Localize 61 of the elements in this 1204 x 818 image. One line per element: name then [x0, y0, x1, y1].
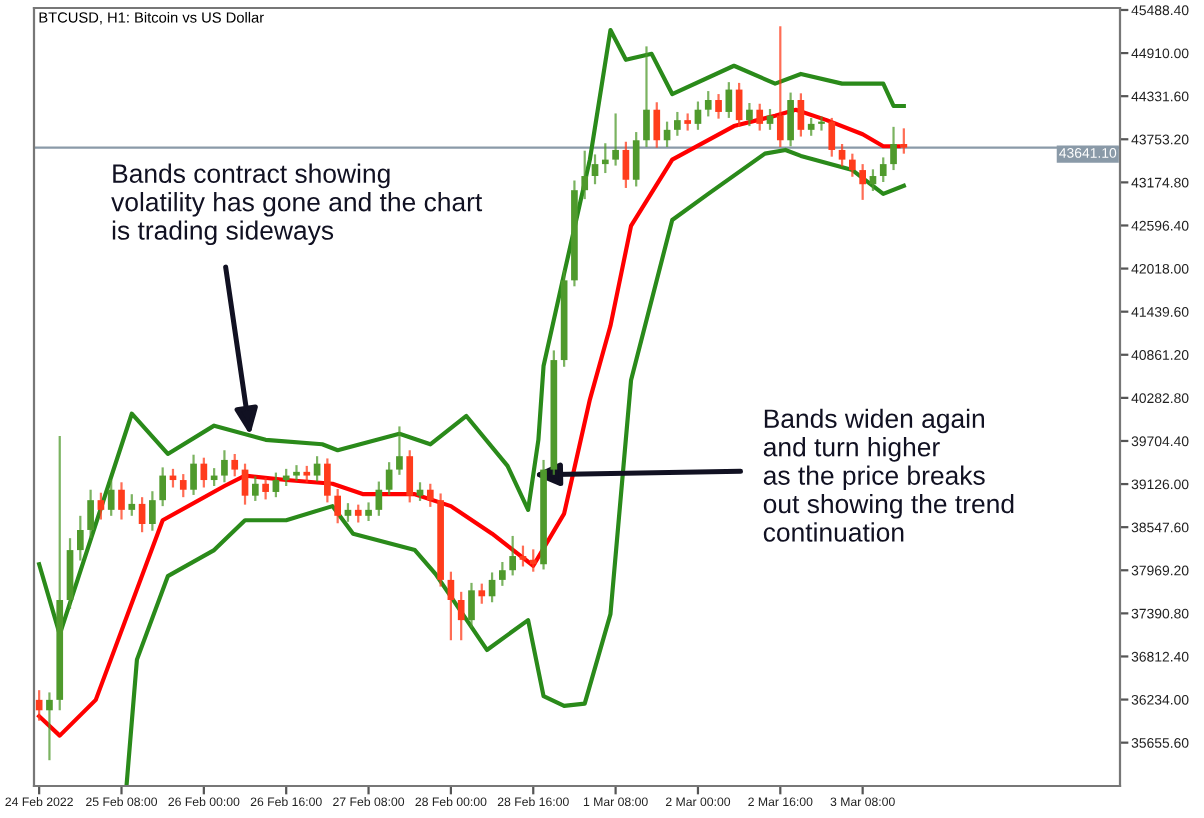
candlestick — [674, 110, 681, 137]
candlestick — [313, 455, 321, 483]
candlestick — [231, 452, 239, 478]
candlestick — [128, 493, 136, 517]
candlestick — [828, 116, 836, 158]
candlestick — [529, 548, 537, 573]
candlestick — [344, 502, 352, 523]
candlestick — [725, 81, 733, 120]
candlestick — [890, 125, 897, 172]
candlestick — [478, 582, 486, 605]
candlestick — [601, 142, 609, 175]
candlestick — [879, 156, 887, 184]
candlestick — [107, 478, 115, 517]
candlestick — [97, 491, 105, 521]
candlestick — [149, 490, 156, 532]
candlestick — [776, 25, 784, 149]
candlestick — [118, 481, 125, 521]
candlestick — [426, 482, 434, 508]
candlestick — [457, 590, 465, 642]
candlestick — [612, 112, 619, 167]
candlestick — [76, 514, 84, 562]
candlestick — [632, 130, 640, 188]
candlestick — [787, 91, 794, 148]
candlestick — [643, 45, 650, 149]
candlestick — [756, 102, 764, 132]
candlestick — [46, 691, 53, 762]
candlestick — [87, 488, 94, 540]
candlestick — [179, 472, 187, 499]
candlestick — [746, 101, 753, 128]
candlestick — [509, 534, 517, 577]
candlestick — [251, 475, 259, 503]
candlestick — [715, 92, 722, 120]
candlestick — [406, 449, 414, 504]
candlestick — [293, 464, 300, 482]
candlestick — [499, 560, 506, 587]
annotation: Bands contract showing volatility has gone and the chart is trading sideways — [111, 163, 483, 246]
candlestick — [375, 480, 383, 517]
candlestick — [324, 457, 331, 504]
candlestick — [591, 153, 599, 186]
candlestick — [581, 149, 589, 201]
candlestick — [704, 89, 712, 118]
candlestick — [797, 92, 805, 138]
candlestick — [221, 449, 228, 484]
candlestick — [900, 127, 908, 155]
candlestick — [653, 101, 661, 149]
candlestick — [334, 487, 342, 525]
candlestick — [859, 163, 866, 201]
candlestick — [519, 544, 527, 568]
candlestick — [190, 453, 197, 497]
candlestick — [159, 466, 167, 508]
candlestick — [262, 476, 269, 501]
annotation: Bands widen again and turn higher as the price breaks out showing the trend continuation — [763, 408, 1014, 542]
candlestick — [396, 425, 403, 476]
candlestick — [622, 140, 630, 190]
candlestick — [838, 142, 846, 168]
candlestick — [365, 501, 372, 523]
candlestick — [818, 115, 825, 132]
candlestick — [468, 581, 475, 629]
candlestick — [416, 481, 424, 503]
candlestick — [272, 471, 280, 499]
candlestick — [849, 152, 856, 178]
